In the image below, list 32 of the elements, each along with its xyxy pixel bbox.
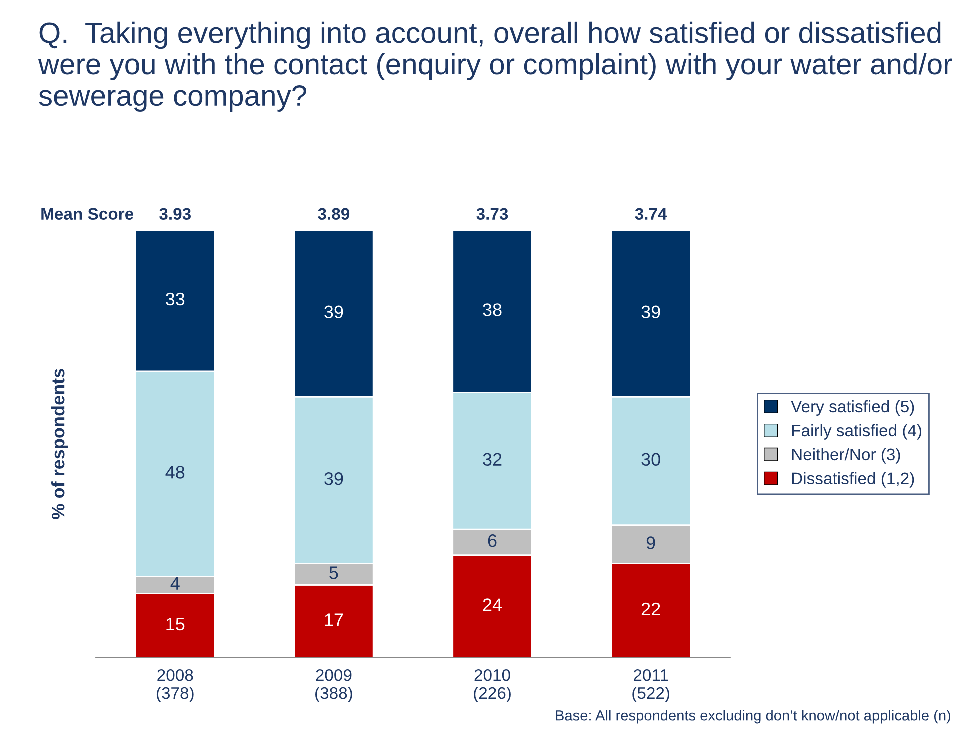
data-label: 33: [166, 292, 185, 306]
x-tick-label: 2009 (388): [316, 669, 352, 702]
data-label: 48: [166, 466, 185, 479]
annotation: 3.74: [635, 208, 668, 220]
x-tick-label: 2011 (522): [632, 669, 670, 702]
legend-label: Fairly satisfied (4): [792, 424, 922, 440]
x-tick-label: 2010 (226): [474, 669, 511, 702]
text: Mean Score: [42, 208, 134, 220]
data-label: 4: [170, 577, 180, 590]
data-label: 17: [325, 614, 344, 626]
data-label: 5: [330, 566, 338, 580]
annotation: 3.89: [318, 208, 350, 220]
data-label: 15: [166, 618, 185, 631]
chart-title: Q. Taking everything into account, overall how satisfied or dissatisfied were you with the contact (enquiry or complaint) with your water and/or sewerage company?: [38, 22, 952, 112]
data-label: 24: [483, 598, 502, 612]
text: Base: All respondents excluding don’t know/not applicable (n): [556, 710, 951, 724]
legend-label: Dissatisfied (1,2): [792, 472, 914, 488]
annotation: 3.73: [476, 208, 508, 220]
data-label: 30: [642, 453, 660, 466]
data-label: 39: [324, 472, 344, 486]
legend-label: Very satisfied (5): [791, 400, 914, 416]
data-label: 6: [488, 534, 497, 548]
data-label: 32: [483, 453, 502, 466]
x-tick-label: 2008 (378): [156, 669, 194, 702]
data-label: 22: [642, 602, 660, 616]
data-label: 9: [646, 536, 656, 550]
data-label: 38: [483, 304, 502, 316]
annotation: 3.93: [160, 208, 191, 220]
y-axis-title: % of respondents: [51, 369, 68, 520]
data-label: 39: [324, 306, 344, 318]
legend-label: Neither/Nor (3): [792, 448, 900, 464]
data-label: 39: [642, 306, 660, 318]
